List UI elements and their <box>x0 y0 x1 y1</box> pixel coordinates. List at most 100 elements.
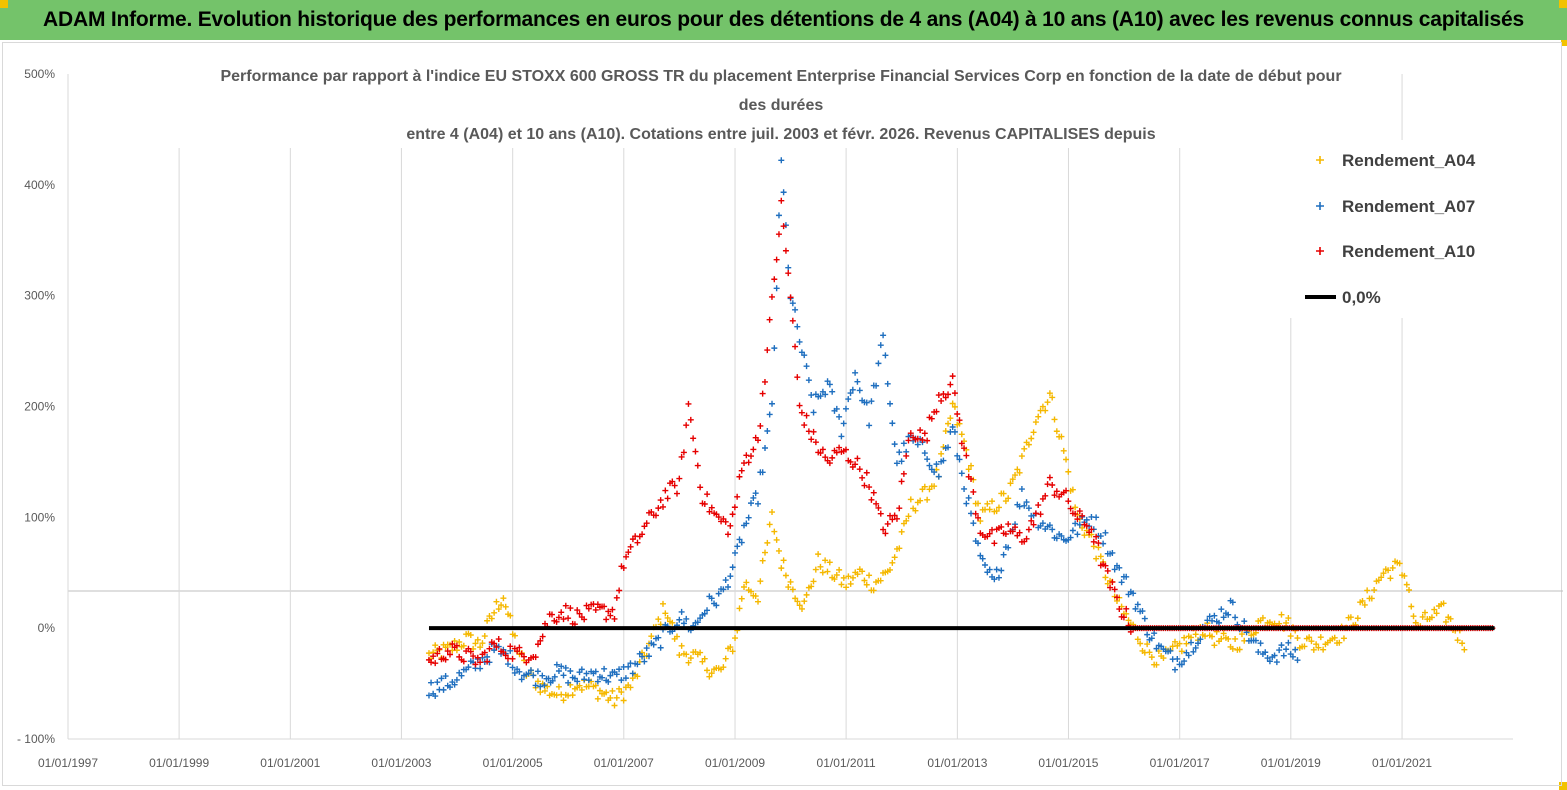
data-point <box>914 435 921 442</box>
data-point <box>870 587 877 594</box>
data-point <box>1264 655 1271 662</box>
data-point <box>585 605 592 612</box>
data-point <box>810 428 817 435</box>
data-point <box>1287 633 1294 640</box>
data-point <box>1012 524 1019 531</box>
data-point <box>734 493 741 500</box>
data-point <box>507 612 514 619</box>
header-banner <box>0 0 1567 40</box>
data-point <box>926 462 933 469</box>
data-point <box>1320 646 1327 653</box>
data-point <box>738 467 745 474</box>
data-point <box>460 658 467 665</box>
corner-marker <box>1561 40 1567 46</box>
data-point <box>599 674 606 681</box>
data-point <box>1067 534 1074 541</box>
data-point <box>801 422 808 429</box>
data-point <box>652 512 659 519</box>
data-point <box>819 446 826 453</box>
data-point <box>1030 429 1037 436</box>
data-point <box>734 543 741 550</box>
series-Rendement_A07 <box>425 157 1301 700</box>
data-point <box>933 461 940 468</box>
data-point <box>532 654 539 661</box>
data-point <box>912 507 919 514</box>
data-point <box>470 653 477 660</box>
data-point <box>1072 510 1079 517</box>
data-point <box>956 417 963 424</box>
title-background <box>160 64 1400 148</box>
data-point <box>945 391 952 398</box>
data-point <box>729 564 736 571</box>
data-point <box>680 449 687 456</box>
data-point <box>1123 573 1130 580</box>
data-point <box>655 634 662 641</box>
data-point <box>502 603 509 610</box>
data-point <box>1160 655 1167 662</box>
data-point <box>882 352 889 359</box>
data-point <box>738 595 745 602</box>
data-point <box>425 692 432 699</box>
data-point <box>676 652 683 659</box>
data-point <box>1046 390 1053 397</box>
data-point <box>880 526 887 533</box>
data-point <box>722 655 729 662</box>
data-point <box>451 637 458 644</box>
data-point <box>1051 416 1058 423</box>
data-point <box>641 658 648 665</box>
data-point <box>789 300 796 307</box>
data-point <box>562 664 569 671</box>
data-point <box>613 594 620 601</box>
data-point <box>477 659 484 666</box>
data-point <box>819 569 826 576</box>
data-point <box>893 515 900 522</box>
data-point <box>1262 649 1269 656</box>
x-tick-label: 01/01/2001 <box>260 756 320 770</box>
data-point <box>491 647 498 654</box>
data-point <box>477 665 484 672</box>
data-point <box>1285 639 1292 646</box>
data-point <box>493 644 500 651</box>
data-point <box>812 566 819 573</box>
data-point <box>810 409 817 416</box>
data-point <box>727 644 734 651</box>
data-point <box>775 231 782 238</box>
data-point <box>609 687 616 694</box>
data-point <box>924 456 931 463</box>
data-point <box>778 565 785 572</box>
data-point <box>815 551 822 558</box>
data-point <box>491 640 498 647</box>
data-point <box>829 388 836 395</box>
data-point <box>766 521 773 528</box>
data-point <box>481 633 488 640</box>
data-point <box>938 397 945 404</box>
data-point <box>778 197 785 204</box>
data-point <box>1046 474 1053 481</box>
data-point <box>1271 652 1278 659</box>
data-point <box>460 642 467 649</box>
data-point <box>671 482 678 489</box>
data-point <box>1266 658 1273 665</box>
data-point <box>428 659 435 666</box>
data-point <box>801 352 808 359</box>
data-point <box>1412 619 1419 626</box>
data-point <box>782 572 789 579</box>
y-tick-label: 500% <box>24 67 55 81</box>
data-point <box>847 458 854 465</box>
data-point <box>495 606 502 613</box>
data-point <box>1153 645 1160 652</box>
data-point <box>914 441 921 448</box>
data-point <box>736 473 743 480</box>
data-point <box>785 270 792 277</box>
data-point <box>877 342 884 349</box>
data-point <box>1141 615 1148 622</box>
data-point <box>1134 636 1141 643</box>
x-axis: 01/01/1997 01/01/1999 01/01/2001 01/01/2003… <box>38 756 1432 770</box>
data-point <box>609 606 616 613</box>
data-point <box>935 473 942 480</box>
data-point <box>1093 533 1100 540</box>
y-tick-label: 200% <box>24 400 55 414</box>
data-point <box>1109 549 1116 556</box>
data-point <box>560 672 567 679</box>
data-point <box>900 470 907 477</box>
